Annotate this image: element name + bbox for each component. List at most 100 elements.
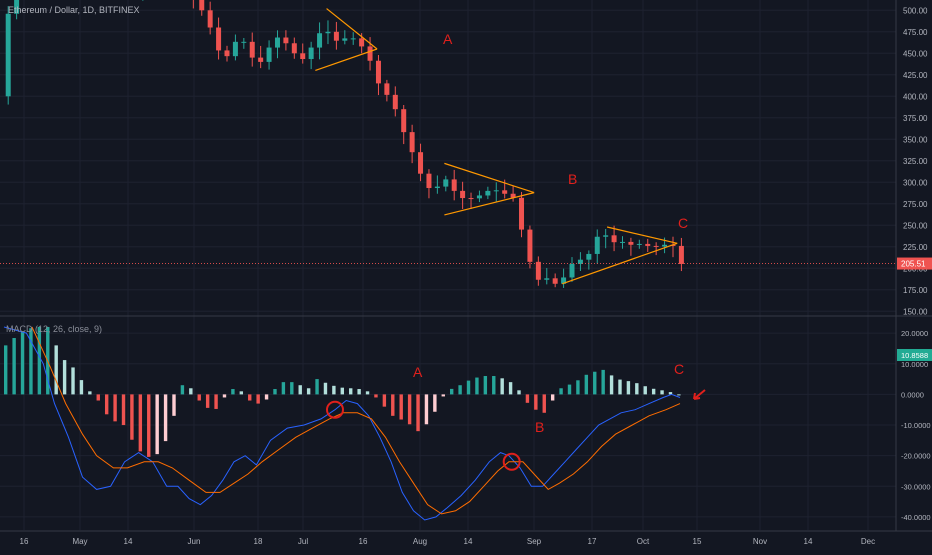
histogram-bar — [374, 394, 378, 398]
histogram-bar — [542, 394, 546, 413]
candle-body — [611, 235, 617, 243]
candle-body — [653, 245, 659, 247]
x-axis-tick-label: 16 — [20, 537, 29, 546]
candle-body — [426, 173, 432, 189]
candle-body — [476, 195, 482, 199]
x-axis-tick-label: 14 — [124, 537, 133, 546]
histogram-bar — [163, 394, 168, 442]
candle-body — [586, 253, 592, 260]
histogram-bar — [20, 331, 25, 395]
x-axis-tick-label: 15 — [693, 537, 702, 546]
candle-body — [199, 0, 205, 11]
histogram-bar — [601, 369, 605, 395]
histogram-bar — [668, 392, 673, 395]
histogram-bar — [231, 389, 235, 395]
price-axis-tick-label: 375.00 — [903, 114, 928, 123]
candle-body — [544, 278, 550, 280]
price-annotation-c: C — [678, 215, 688, 231]
histogram-bar — [525, 394, 530, 403]
candle-body — [375, 60, 381, 84]
histogram-bar — [407, 394, 412, 425]
histogram-bar — [643, 386, 647, 395]
histogram-bar — [626, 381, 631, 395]
candle-body — [325, 31, 331, 34]
crossover-circle — [502, 452, 521, 471]
candle-body — [274, 37, 280, 48]
price-axis-tick-label: 300.00 — [903, 178, 928, 187]
histogram-bar — [256, 394, 260, 404]
histogram-bar — [12, 338, 16, 395]
histogram-bar — [466, 380, 471, 395]
histogram-bar — [147, 394, 151, 457]
histogram-bar — [584, 374, 589, 395]
histogram-bar — [416, 394, 420, 432]
candle-body — [14, 0, 20, 14]
candles-group — [5, 0, 684, 288]
histogram-bar — [239, 391, 244, 395]
histogram-bar — [618, 379, 622, 395]
histogram-bar — [62, 360, 67, 395]
histogram-bar — [79, 380, 84, 395]
histogram-bar — [248, 394, 252, 401]
candle-body — [5, 13, 11, 97]
histogram-bar — [323, 382, 328, 395]
histogram-bar — [635, 383, 639, 395]
x-axis-tick-label: Oct — [637, 537, 650, 546]
macd-annotation-b: B — [535, 419, 544, 435]
macd-value-label: 10.8588 — [901, 351, 928, 360]
histogram-bar — [189, 388, 193, 395]
histogram-bar — [54, 345, 58, 395]
candle-body — [577, 259, 583, 264]
candle-body — [678, 245, 684, 264]
candle-body — [401, 109, 407, 133]
x-axis-tick-label: Dec — [861, 537, 875, 546]
histogram-bar — [677, 394, 681, 396]
x-axis-tick-label: 14 — [804, 537, 813, 546]
candle-body — [216, 27, 222, 51]
histogram-bar — [88, 391, 92, 395]
histogram-bar — [458, 385, 462, 395]
histogram-bar — [391, 394, 395, 416]
candle-body — [258, 57, 264, 62]
histogram-bar — [273, 389, 277, 395]
histogram-bar — [264, 394, 269, 400]
price-axis-tick-label: 225.00 — [903, 243, 928, 252]
candle-body — [291, 43, 297, 54]
histogram-bar — [576, 380, 580, 395]
x-axis-tick-label: 14 — [464, 537, 473, 546]
macd-axis-tick-label: -40.0000 — [901, 513, 931, 522]
candle-body — [527, 229, 533, 262]
x-axis-tick-label: Aug — [413, 537, 427, 546]
histogram-bar — [433, 394, 437, 412]
histogram-bar — [340, 387, 344, 395]
histogram-bar — [197, 394, 201, 401]
last-price-label: 205.51 — [901, 260, 926, 269]
histogram-bar — [130, 394, 134, 440]
trendline-lower-B — [444, 192, 535, 216]
candle-body — [207, 10, 213, 28]
price-axis-tick-label: 425.00 — [903, 71, 928, 80]
macd-annotation-a: A — [413, 364, 423, 380]
macd-axis-tick-label: -10.0000 — [901, 421, 931, 430]
x-axis-tick-label: Jun — [188, 537, 201, 546]
price-axis-tick-label: 475.00 — [903, 28, 928, 37]
histogram-bar — [104, 394, 109, 415]
histogram-bar — [172, 394, 176, 416]
price-axis-tick-label: 350.00 — [903, 135, 928, 144]
histogram-bar — [475, 377, 479, 395]
trendline-lower-A — [315, 48, 378, 72]
candle-body — [232, 41, 238, 57]
candle-body — [266, 47, 272, 62]
price-axis-tick-label: 400.00 — [903, 92, 928, 101]
signal-line — [31, 326, 681, 515]
price-axis-tick-label: 250.00 — [903, 221, 928, 230]
histogram-bar — [399, 394, 403, 420]
candle-body — [502, 190, 508, 194]
price-axis-tick-label: 325.00 — [903, 157, 928, 166]
arrow-icon — [693, 389, 706, 400]
candle-body — [367, 46, 373, 61]
candle-body — [460, 190, 466, 199]
x-axis-tick-label: 17 — [588, 537, 597, 546]
candle-body — [552, 278, 558, 284]
histogram-bar — [534, 394, 538, 410]
